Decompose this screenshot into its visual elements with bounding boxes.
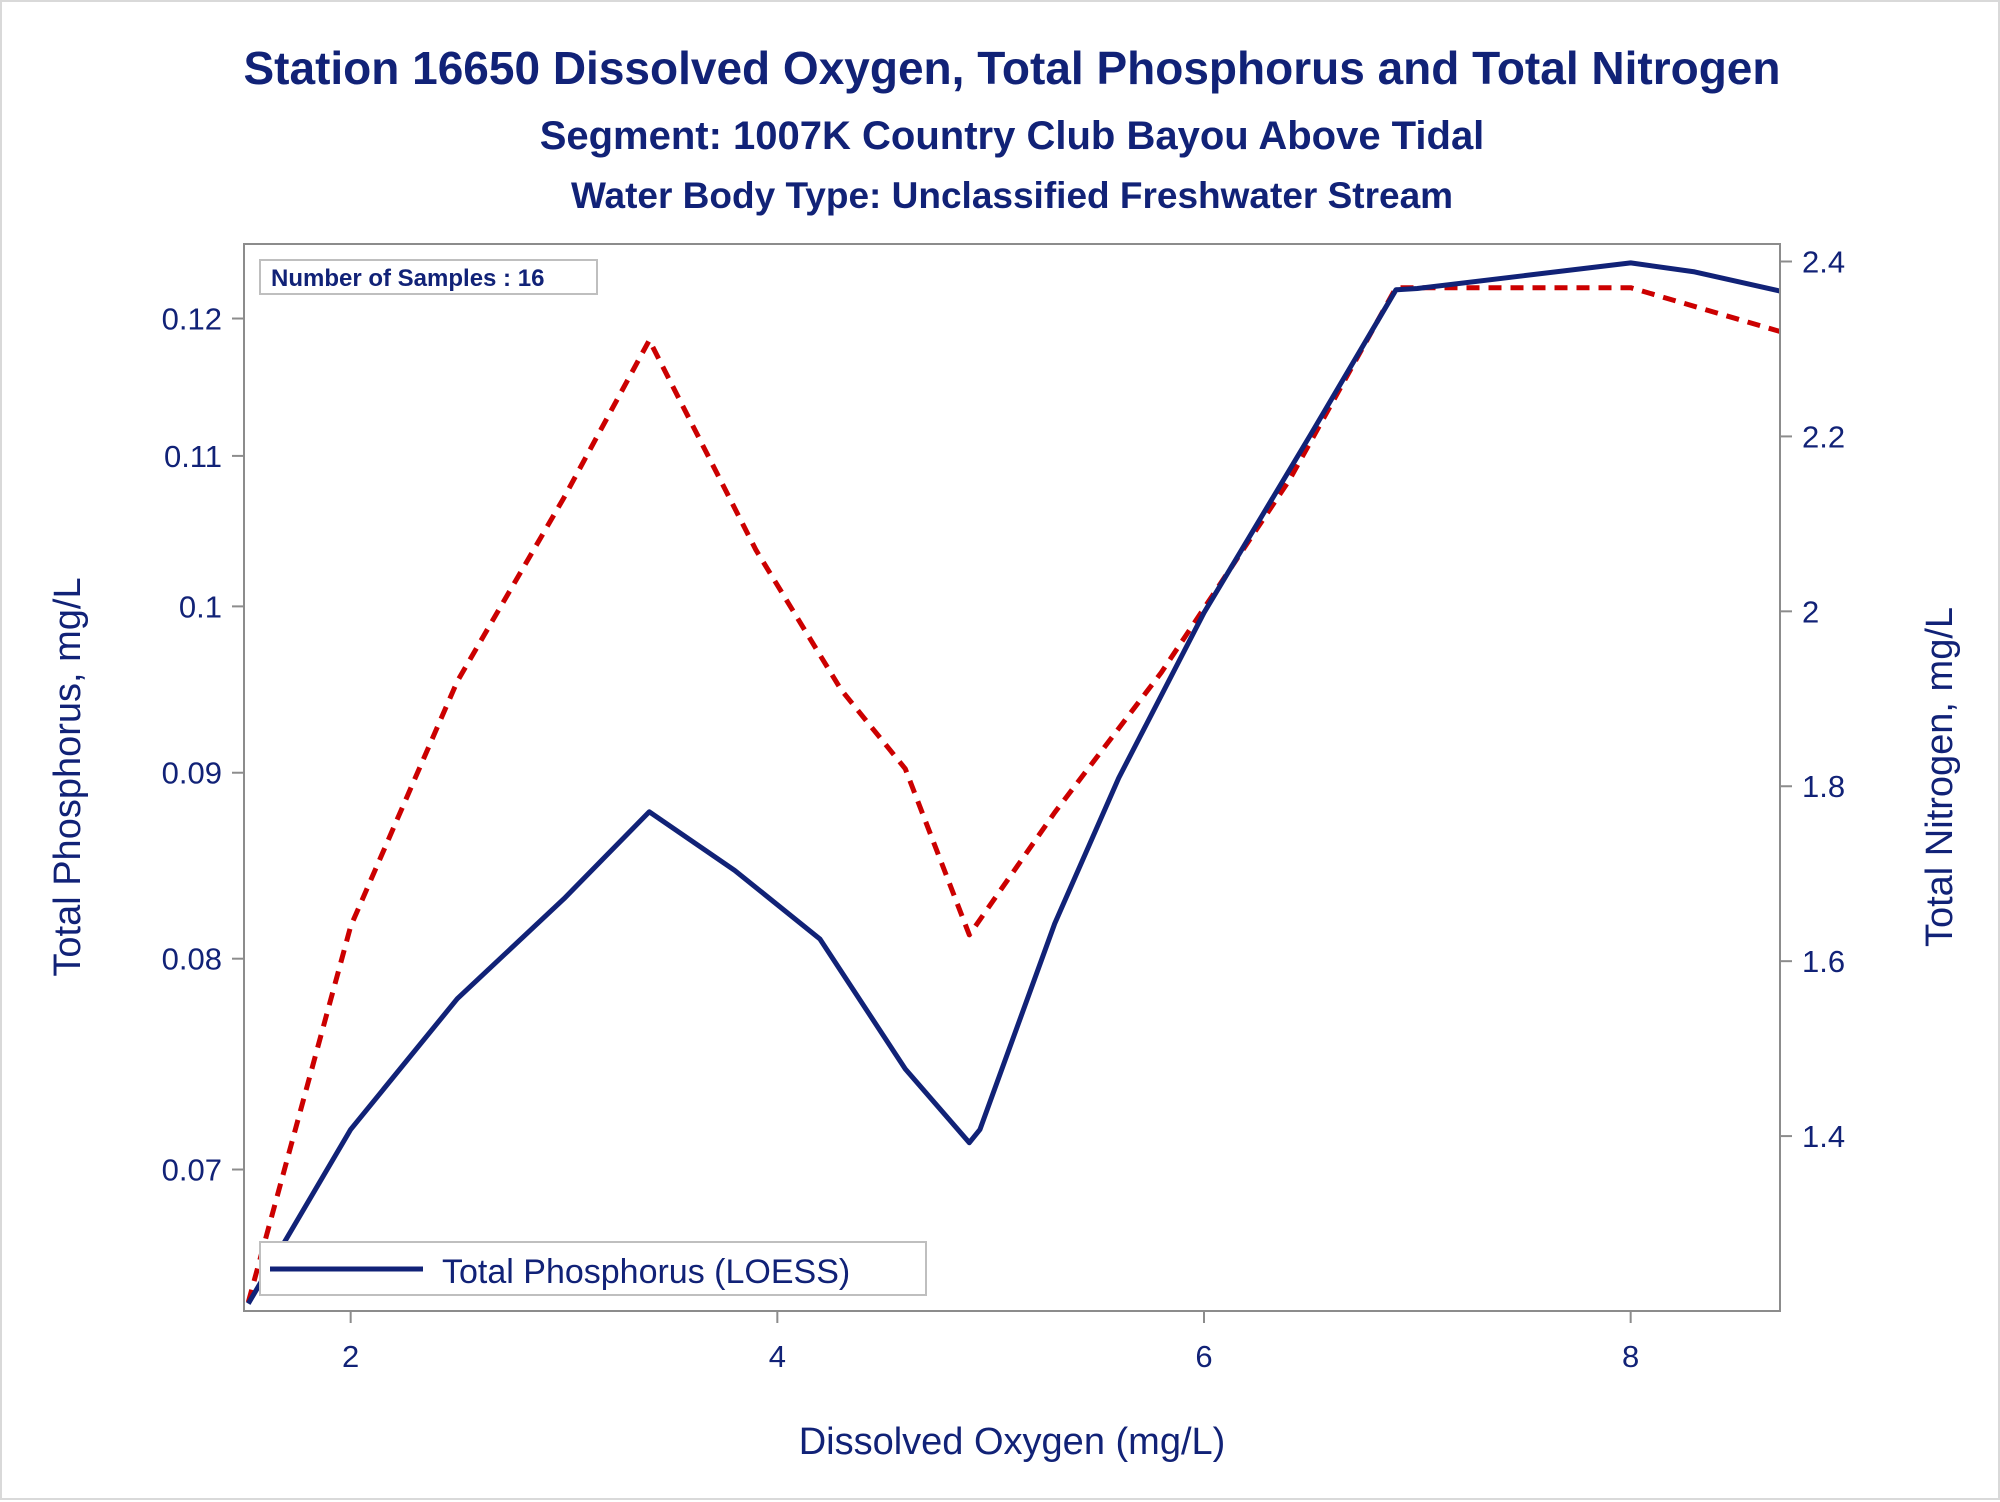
x-axis-label: Dissolved Oxygen (mg/L): [799, 1421, 1226, 1463]
annotation-box: [259, 259, 598, 295]
y-left-tick-label: 0.07: [162, 1153, 222, 1188]
plot-area-border: [243, 243, 1781, 1312]
x-tick-label: 6: [1195, 1339, 1212, 1374]
series-layer: [245, 260, 1781, 1305]
series-line-total-nitrogen: [245, 285, 1781, 1303]
y-right-tick-label: 2.2: [1802, 419, 1845, 454]
x-tick-label: 4: [769, 1339, 786, 1374]
y-right-tick-label: 2: [1802, 594, 1819, 629]
legend-entry-total-phosphorus: Total Phosphorus (LOESS): [442, 1253, 850, 1291]
y-axis-label-right: Total Nitrogen, mg/L: [1919, 607, 1961, 947]
y-left-tick-label: 0.08: [162, 942, 222, 977]
y-left-tick-label: 0.12: [162, 302, 222, 337]
x-tick-label: 8: [1622, 1339, 1639, 1374]
y-right-tick-label: 2.4: [1802, 244, 1845, 279]
y-left-tick-label: 0.11: [164, 439, 222, 474]
y-axis-label-left: Total Phosphorus, mg/L: [47, 577, 89, 976]
chart-subtitle-2: Water Body Type: Unclassified Freshwater…: [571, 175, 1453, 216]
chart-title: Station 16650 Dissolved Oxygen, Total Ph…: [243, 42, 1780, 94]
axis-ticks: 2 4 6 8 0.07 0.08 0.09 0.1 0.11 0.12 1.4 1.6 1.8 2 2.2…: [162, 244, 1845, 1374]
legend: Total Phosphorus (LOESS): [259, 1241, 927, 1296]
y-right-tick-label: 1.6: [1802, 944, 1845, 979]
series-line-total-phosphorus-loess: [246, 260, 1781, 1305]
chart-subtitle: Segment: 1007K Country Club Bayou Above …: [540, 114, 1485, 158]
y-right-tick-label: 1.8: [1802, 769, 1845, 804]
x-tick-label: 2: [342, 1339, 359, 1374]
y-left-tick-label: 0.1: [179, 589, 222, 624]
y-left-tick-label: 0.09: [162, 756, 222, 791]
annotation-text: Number of Samples : 16: [271, 265, 544, 292]
sample-count-annotation: Number of Samples : 16: [259, 259, 598, 295]
y-right-tick-label: 1.4: [1802, 1119, 1845, 1154]
